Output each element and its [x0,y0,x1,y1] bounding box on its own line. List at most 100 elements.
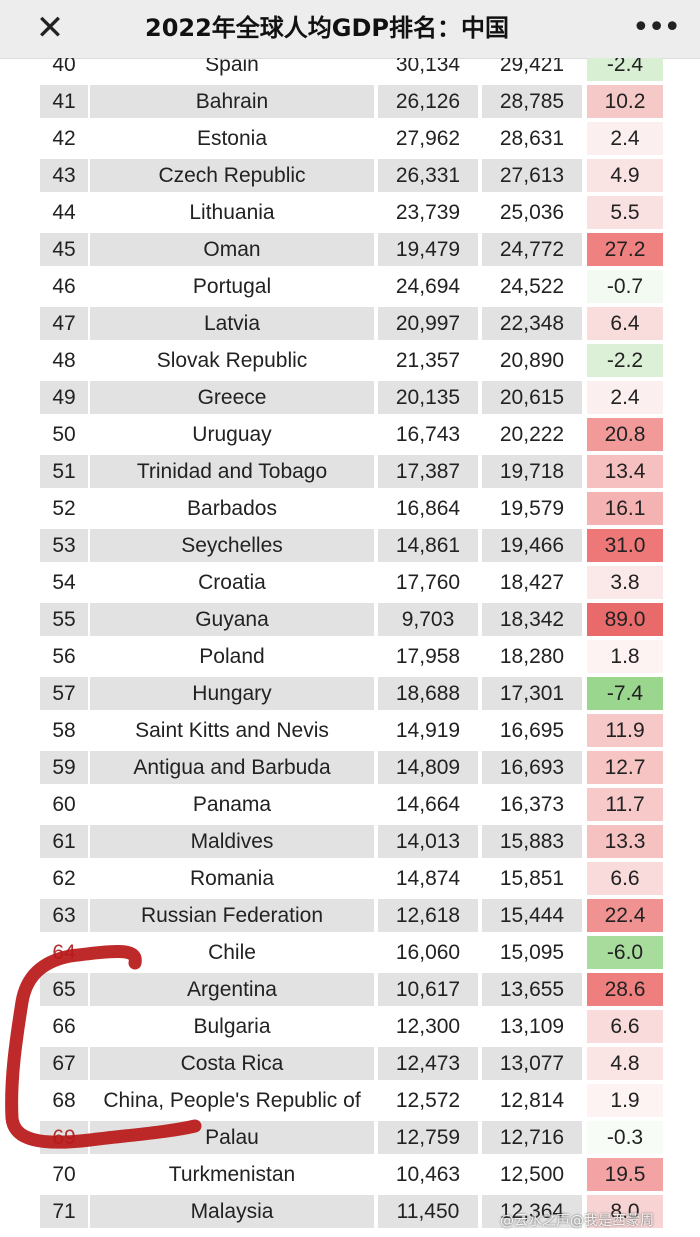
rank-cell: 41 [40,85,88,118]
gdp-2022-cell: 22,348 [482,307,582,340]
gdp-2022-cell: 15,851 [499,867,565,890]
country-cell: Portugal [192,275,272,298]
country-cell: Romania [189,867,275,890]
gdp-2021-cell: 17,958 [395,645,461,668]
country-cell: Malaysia [90,1195,374,1228]
change-cell: -7.4 [587,677,663,710]
rank-cell: 50 [52,423,76,446]
table-row: 51 Trinidad and Tobago 17,387 19,718 13.4 [0,453,700,490]
rank-cell: 71 [40,1195,88,1228]
change-cell: 4.9 [587,159,663,192]
rank-cell: 48 [52,349,76,372]
rank-cell: 46 [52,275,76,298]
gdp-2021-cell: 21,357 [395,349,461,372]
more-icon[interactable]: ••• [632,10,681,45]
rank-cell: 52 [52,497,76,520]
rank-cell: 44 [52,201,76,224]
country-cell: Latvia [90,307,374,340]
country-cell: Panama [192,793,272,816]
gdp-2022-cell: 13,109 [499,1015,565,1038]
gdp-ranking-table: 40 Spain 30,134 29,421 -2.4 41 Bahrain 26,126 28… [0,58,700,1237]
country-cell: Estonia [196,127,268,150]
country-cell: Lithuania [189,201,275,224]
country-cell: Maldives [90,825,374,858]
table-row: 40 Spain 30,134 29,421 -2.4 [0,58,700,83]
table-row: 65 Argentina 10,617 13,655 28.6 [0,971,700,1008]
change-cell: 8.0 [587,1195,663,1228]
table-row: 59 Antigua and Barbuda 14,809 16,693 12.7 [0,749,700,786]
country-cell: Argentina [90,973,374,1006]
table-row: 67 Costa Rica 12,473 13,077 4.8 [0,1045,700,1082]
rank-cell: 68 [52,1089,76,1112]
country-cell: Poland [199,645,265,668]
gdp-2022-cell: 13,655 [482,973,582,1006]
gdp-2021-cell: 14,919 [395,719,461,742]
country-cell: Spain [205,58,259,76]
gdp-2022-cell: 18,427 [499,571,565,594]
close-icon[interactable]: ✕ [35,8,65,48]
gdp-2021-cell: 26,331 [378,159,478,192]
rank-cell: 58 [52,719,76,742]
change-cell: 6.4 [587,307,663,340]
country-cell: Costa Rica [90,1047,374,1080]
rank-cell: 70 [52,1163,76,1186]
gdp-2021-cell: 14,809 [378,751,478,784]
rank-cell: 47 [40,307,88,340]
country-cell: Trinidad and Tobago [90,455,374,488]
change-cell: -0.7 [587,270,663,303]
change-cell: 22.4 [587,899,663,932]
gdp-2021-cell: 14,664 [395,793,461,816]
gdp-2021-cell: 9,703 [378,603,478,636]
change-cell: 2.4 [587,122,663,155]
rank-cell: 51 [40,455,88,488]
country-cell: Barbados [187,497,277,520]
gdp-2022-cell: 18,280 [499,645,565,668]
change-cell: 4.8 [587,1047,663,1080]
gdp-2021-cell: 18,688 [378,677,478,710]
rank-cell: 40 [52,58,76,76]
table-row: 66 Bulgaria 12,300 13,109 6.6 [0,1008,700,1045]
country-cell: Chile [208,941,256,964]
rank-cell: 59 [40,751,88,784]
gdp-2022-cell: 12,716 [482,1121,582,1154]
table-row: 55 Guyana 9,703 18,342 89.0 [0,601,700,638]
country-cell: Saint Kitts and Nevis [135,719,329,742]
gdp-2021-cell: 12,759 [378,1121,478,1154]
change-cell: 1.8 [587,640,663,673]
country-cell: Oman [90,233,374,266]
country-cell: Seychelles [90,529,374,562]
gdp-2022-cell: 13,077 [482,1047,582,1080]
table-row: 43 Czech Republic 26,331 27,613 4.9 [0,157,700,194]
rank-cell: 56 [52,645,76,668]
gdp-2022-cell: 15,883 [482,825,582,858]
gdp-2021-cell: 10,463 [395,1163,461,1186]
rank-cell: 60 [52,793,76,816]
table-rows: 40 Spain 30,134 29,421 -2.4 41 Bahrain 26,126 28… [0,58,700,1230]
table-row: 46 Portugal 24,694 24,522 -0.7 [0,268,700,305]
gdp-2021-cell: 10,617 [378,973,478,1006]
rank-cell: 61 [40,825,88,858]
change-cell: 2.4 [587,381,663,414]
table-row: 70 Turkmenistan 10,463 12,500 19.5 [0,1156,700,1193]
country-cell: Czech Republic [90,159,374,192]
table-row: 71 Malaysia 11,450 12,364 8.0 [0,1193,700,1230]
rank-cell: 43 [40,159,88,192]
change-cell: 16.1 [587,492,663,525]
country-cell: Turkmenistan [168,1163,296,1186]
gdp-2022-cell: 19,466 [482,529,582,562]
gdp-2022-cell: 28,785 [482,85,582,118]
gdp-2021-cell: 27,962 [395,127,461,150]
gdp-2021-cell: 16,060 [395,941,461,964]
gdp-2021-cell: 14,013 [378,825,478,858]
country-cell: Hungary [90,677,374,710]
country-cell: Bulgaria [193,1015,271,1038]
gdp-2021-cell: 17,387 [378,455,478,488]
table-row: 53 Seychelles 14,861 19,466 31.0 [0,527,700,564]
change-cell: 13.4 [587,455,663,488]
gdp-2022-cell: 16,693 [482,751,582,784]
table-row: 45 Oman 19,479 24,772 27.2 [0,231,700,268]
rank-cell: 53 [40,529,88,562]
change-cell: 10.2 [587,85,663,118]
table-row: 60 Panama 14,664 16,373 11.7 [0,786,700,823]
country-cell: China, People's Republic of [103,1089,361,1112]
